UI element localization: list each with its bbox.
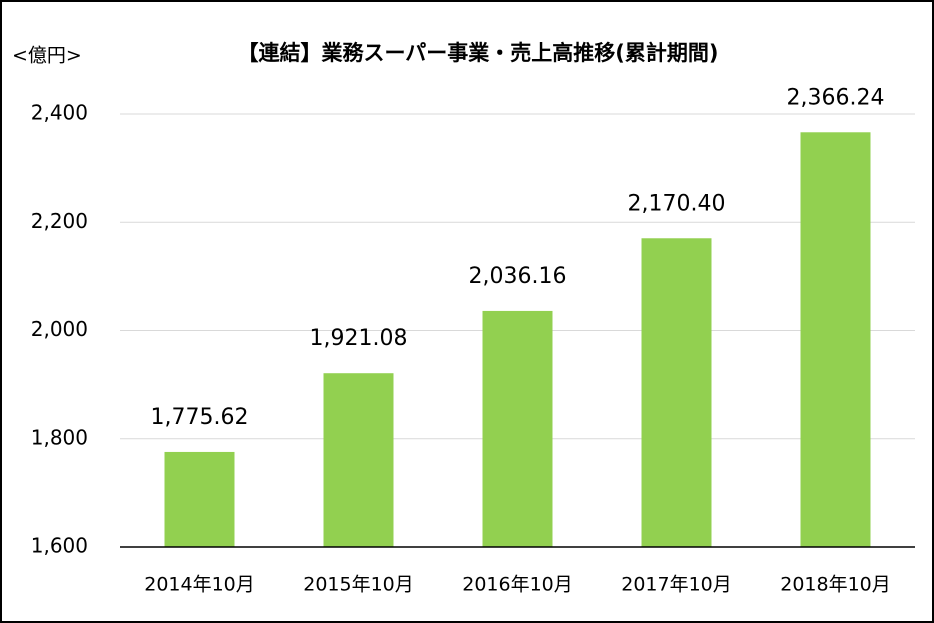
chart-title: 【連結】業務スーパー事業・売上高推移(累計期間) <box>238 41 719 65</box>
bar <box>482 310 553 547</box>
data-label: 2,170.40 <box>628 191 726 216</box>
x-tick-label: 2015年10月 <box>303 574 414 596</box>
y-tick-label: 2,000 <box>31 317 88 341</box>
data-label: 1,775.62 <box>151 405 249 430</box>
x-tick-label: 2014年10月 <box>144 574 255 596</box>
bar <box>641 238 712 547</box>
data-label: 2,036.16 <box>469 264 567 289</box>
data-label: 2,366.24 <box>787 85 885 110</box>
y-axis-label: <億円> <box>12 45 82 67</box>
x-tick-label: 2018年10月 <box>780 574 891 596</box>
bar <box>800 132 871 548</box>
y-tick-label: 2,400 <box>31 101 88 125</box>
y-tick-label: 1,600 <box>31 534 88 558</box>
bar <box>164 451 235 547</box>
x-tick-label: 2016年10月 <box>462 574 573 596</box>
bar <box>323 373 394 547</box>
y-tick-label: 2,200 <box>31 209 88 233</box>
y-tick-label: 1,800 <box>31 425 88 449</box>
x-tick-label: 2017年10月 <box>621 574 732 596</box>
data-label: 1,921.08 <box>310 326 408 351</box>
